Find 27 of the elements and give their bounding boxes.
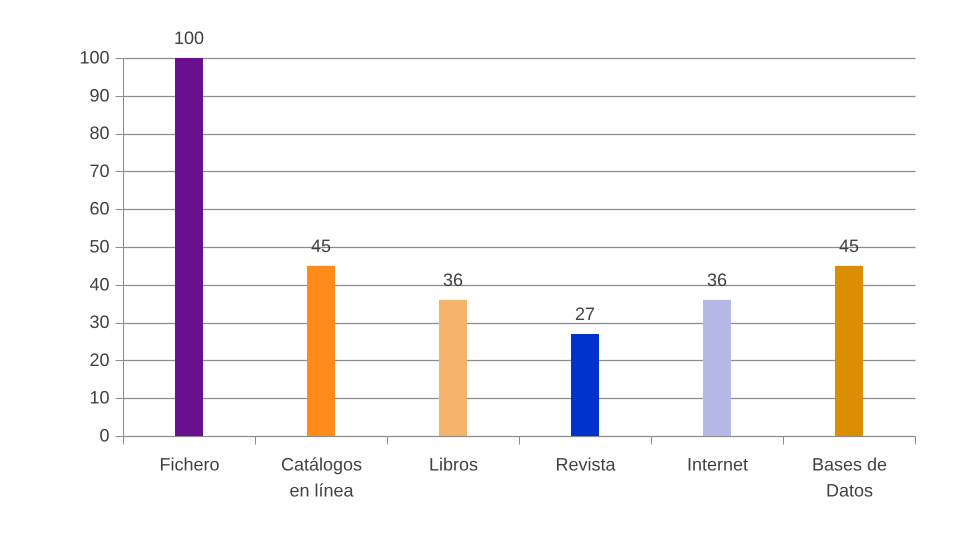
x-tick-label: Libros xyxy=(428,454,478,474)
x-tick-label: Bases de Datos xyxy=(812,454,888,500)
data-label: 36 xyxy=(706,270,728,290)
y-tick-label: 50 xyxy=(89,236,110,256)
bar xyxy=(439,300,467,436)
y-tick-label: 60 xyxy=(89,198,110,219)
y-tick-label: 80 xyxy=(89,123,110,144)
x-tick-label: Revista xyxy=(555,454,616,474)
data-label: 36 xyxy=(442,270,464,290)
y-tick-label: 20 xyxy=(89,350,110,370)
y-tick-label: 0 xyxy=(99,426,110,446)
y-tick-label: 100 xyxy=(79,48,110,68)
x-tick-label: Internet xyxy=(686,454,748,474)
y-tick-label: 90 xyxy=(89,85,110,106)
y-tick-label: 30 xyxy=(89,312,110,332)
y-tick-label: 70 xyxy=(89,160,110,181)
bar xyxy=(703,300,731,436)
bar xyxy=(175,58,203,436)
bar xyxy=(571,334,599,436)
data-label: 27 xyxy=(574,304,596,324)
x-tick-label: Catálogos en línea xyxy=(280,454,362,500)
bar xyxy=(835,266,863,436)
y-tick-label: 10 xyxy=(89,388,110,408)
bar xyxy=(307,266,335,436)
y-tick-label: 40 xyxy=(89,274,110,294)
data-label: 100 xyxy=(174,28,204,48)
x-tick-label: Fichero xyxy=(159,454,220,474)
